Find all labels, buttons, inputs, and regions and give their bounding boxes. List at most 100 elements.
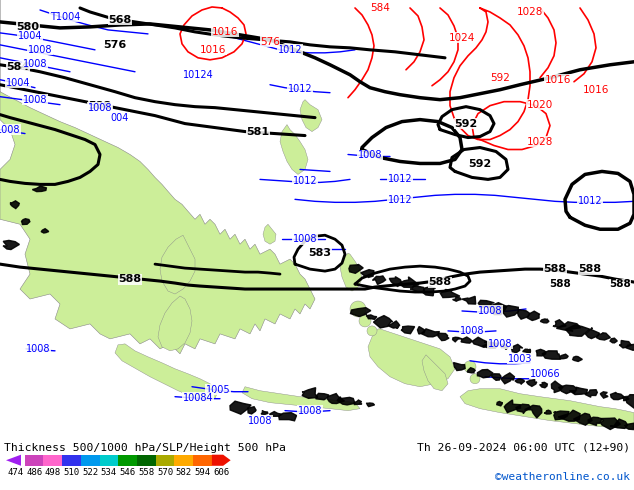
Polygon shape <box>453 297 462 301</box>
Text: 1008: 1008 <box>358 150 382 161</box>
Text: 1008: 1008 <box>28 45 52 55</box>
Polygon shape <box>263 224 276 244</box>
Polygon shape <box>525 405 541 418</box>
Polygon shape <box>368 329 455 387</box>
Polygon shape <box>527 311 540 320</box>
Text: 1005: 1005 <box>205 385 230 395</box>
Polygon shape <box>349 264 363 273</box>
Text: 1008: 1008 <box>87 102 112 113</box>
Bar <box>62 455 81 466</box>
Text: 584: 584 <box>6 62 30 72</box>
Text: 1008: 1008 <box>23 95 48 105</box>
Text: 546: 546 <box>120 468 136 477</box>
Polygon shape <box>389 277 401 286</box>
Polygon shape <box>491 303 507 315</box>
Text: 588: 588 <box>549 279 571 289</box>
Text: 534: 534 <box>101 468 117 477</box>
Polygon shape <box>32 186 46 192</box>
Polygon shape <box>542 351 560 359</box>
Polygon shape <box>559 385 576 393</box>
Polygon shape <box>462 296 476 304</box>
Polygon shape <box>516 404 531 414</box>
Text: 1003: 1003 <box>508 354 533 364</box>
Polygon shape <box>453 337 462 342</box>
Text: 576: 576 <box>103 40 127 50</box>
Polygon shape <box>512 344 523 353</box>
Text: Thickness 500/1000 hPa/SLP/Height 500 hPa: Thickness 500/1000 hPa/SLP/Height 500 hP… <box>4 442 286 453</box>
Polygon shape <box>501 344 508 349</box>
Polygon shape <box>552 381 563 392</box>
Text: 1024: 1024 <box>449 33 476 43</box>
Bar <box>119 455 137 466</box>
Text: 1012: 1012 <box>278 45 302 55</box>
Polygon shape <box>588 417 602 425</box>
Polygon shape <box>160 235 195 294</box>
Polygon shape <box>316 393 329 400</box>
Bar <box>44 455 62 466</box>
Polygon shape <box>566 325 590 336</box>
Polygon shape <box>500 305 519 317</box>
Text: 568: 568 <box>108 15 132 25</box>
Polygon shape <box>560 354 568 359</box>
Polygon shape <box>585 328 600 339</box>
Polygon shape <box>461 337 472 343</box>
Polygon shape <box>410 286 425 293</box>
Text: 498: 498 <box>45 468 61 477</box>
Polygon shape <box>610 338 618 343</box>
Bar <box>100 455 119 466</box>
Polygon shape <box>242 387 360 411</box>
Polygon shape <box>340 253 362 291</box>
Polygon shape <box>438 333 449 341</box>
Polygon shape <box>366 403 375 407</box>
Polygon shape <box>600 392 608 398</box>
Polygon shape <box>6 455 21 466</box>
Polygon shape <box>388 321 399 329</box>
Text: 588: 588 <box>578 264 602 274</box>
Text: T1004: T1004 <box>50 12 80 22</box>
Bar <box>174 455 193 466</box>
Bar <box>81 455 100 466</box>
Text: 606: 606 <box>213 468 230 477</box>
Polygon shape <box>496 401 502 406</box>
Polygon shape <box>504 400 521 413</box>
Polygon shape <box>280 124 308 174</box>
Text: 588: 588 <box>543 264 567 274</box>
Text: 582: 582 <box>176 468 192 477</box>
Polygon shape <box>472 337 490 347</box>
Text: 1028: 1028 <box>517 7 543 17</box>
Polygon shape <box>423 287 436 296</box>
Text: 1008: 1008 <box>478 306 502 316</box>
Polygon shape <box>522 349 531 353</box>
Text: 1008: 1008 <box>0 124 20 135</box>
Text: 588: 588 <box>88 100 112 111</box>
Polygon shape <box>536 349 546 356</box>
Text: 1008: 1008 <box>293 234 317 244</box>
Text: 570: 570 <box>157 468 173 477</box>
Polygon shape <box>611 392 625 400</box>
Polygon shape <box>373 316 392 328</box>
Polygon shape <box>540 382 547 388</box>
Polygon shape <box>300 99 322 132</box>
Polygon shape <box>351 308 371 317</box>
Polygon shape <box>422 329 439 337</box>
Text: 1016: 1016 <box>545 75 571 85</box>
Polygon shape <box>158 296 192 351</box>
Polygon shape <box>440 290 460 297</box>
Polygon shape <box>478 300 495 308</box>
Bar <box>137 455 156 466</box>
Text: 1020: 1020 <box>527 99 553 110</box>
Text: 1008: 1008 <box>26 344 50 354</box>
Polygon shape <box>626 344 634 350</box>
Text: 1008: 1008 <box>298 406 322 416</box>
Polygon shape <box>558 410 580 421</box>
Circle shape <box>359 315 371 327</box>
Polygon shape <box>21 219 30 224</box>
Polygon shape <box>212 455 231 466</box>
Polygon shape <box>585 390 597 397</box>
Polygon shape <box>230 401 251 414</box>
Text: 1028: 1028 <box>527 137 553 147</box>
Polygon shape <box>337 397 355 405</box>
Circle shape <box>470 374 480 384</box>
Polygon shape <box>482 342 498 348</box>
Polygon shape <box>553 320 566 327</box>
